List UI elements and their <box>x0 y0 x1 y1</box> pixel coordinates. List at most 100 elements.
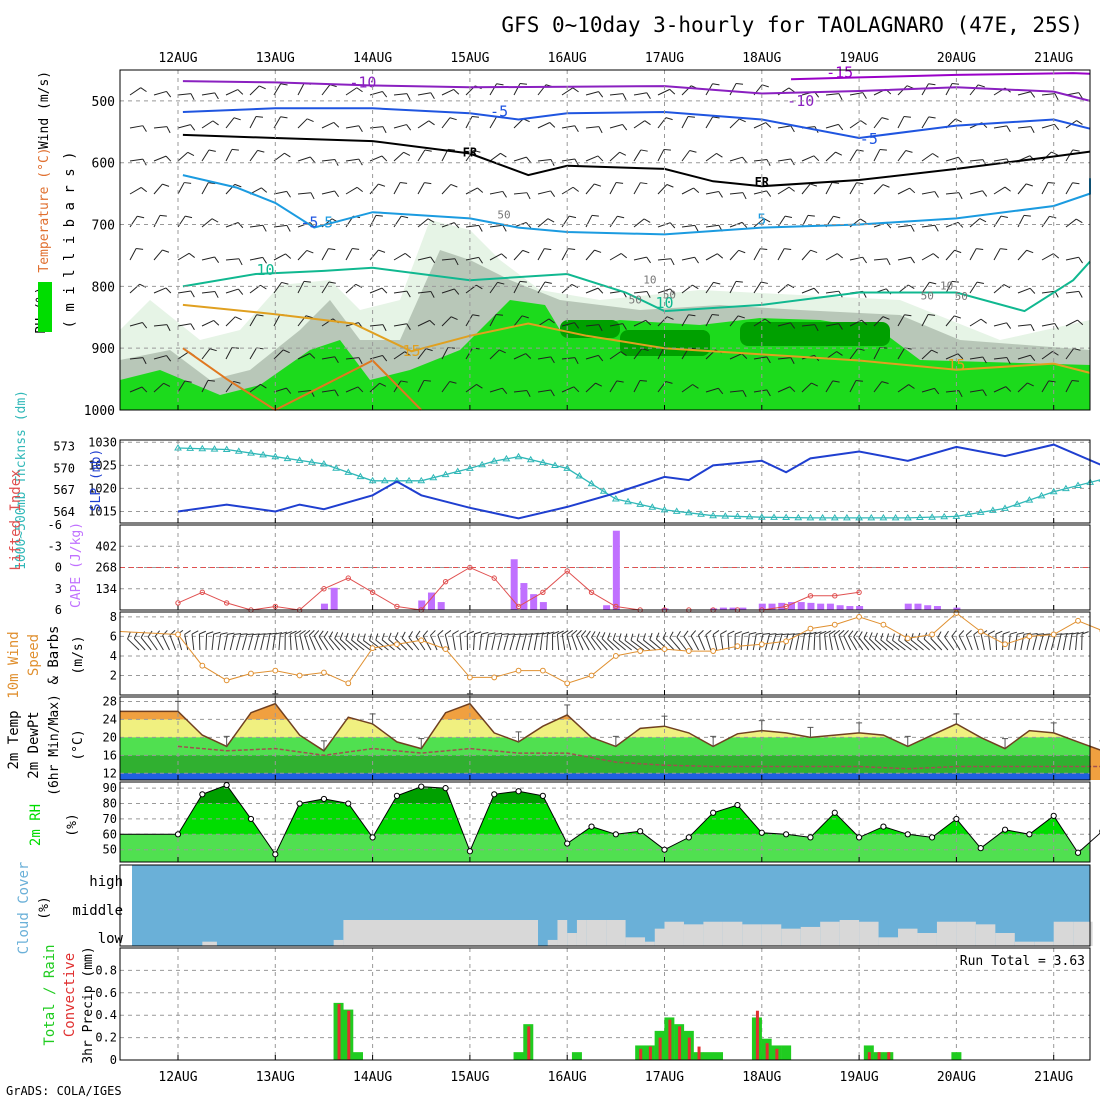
upper-wind-barb <box>1065 380 1073 393</box>
upper-wind-barb <box>249 150 258 162</box>
precip-conv-bar <box>877 1052 881 1060</box>
wind-barb-flag <box>855 379 863 382</box>
cape-bar <box>953 607 961 610</box>
wind-barb-flag <box>355 283 363 288</box>
wind-barb-flag <box>199 630 207 635</box>
upper-wind-barb <box>153 382 164 393</box>
upper-wind-barb <box>201 218 213 228</box>
upper-wind-barb <box>177 182 185 195</box>
wind-barb-flag <box>415 630 421 637</box>
wind10m-barb <box>328 637 341 651</box>
rh-marker <box>418 783 425 790</box>
upper-wind-barb <box>657 258 671 261</box>
wind-barb-flag <box>862 256 867 264</box>
temp-frame <box>119 696 1091 781</box>
low-cloud-block <box>683 924 704 946</box>
wind-barb-flag <box>550 389 555 397</box>
wind-barb-flag <box>1054 323 1059 330</box>
low-cloud-block <box>343 920 539 946</box>
upper-wind-barb <box>633 92 647 96</box>
wind-barb-flag <box>616 182 624 184</box>
upper-wind-barb <box>369 287 383 294</box>
wind-barb-flag <box>982 190 988 197</box>
wind-barb-flag <box>598 126 603 134</box>
ylabel-rh2m-unit: (%) <box>65 813 80 836</box>
upper-wind-barb <box>297 353 310 360</box>
wind-barb-flag <box>910 633 914 641</box>
precip-conv-bar <box>347 1010 351 1060</box>
isotherm-label: 5 <box>757 211 766 229</box>
wind-barb-flag <box>881 381 889 384</box>
upper-wind-barb <box>1017 91 1031 96</box>
wind-barb-flag <box>140 187 148 193</box>
rh-marker <box>977 845 984 852</box>
wind10m-barb <box>988 634 991 651</box>
upper-wind-barb <box>1041 351 1053 360</box>
upper-wind-barb <box>945 249 955 261</box>
wind-barb-flag <box>401 215 409 219</box>
thickness-marker <box>733 512 742 519</box>
wind-barb-flag <box>552 630 560 635</box>
temp-tick-label: 16 <box>103 748 117 762</box>
wind10m-barb <box>133 637 146 651</box>
top-date-label: 16AUG <box>548 51 587 66</box>
low-cloud-block <box>333 939 344 946</box>
wind-barb-flag <box>712 83 720 86</box>
upper-wind-barb <box>417 256 431 261</box>
thickness-marker <box>320 460 328 467</box>
wind10m-barb <box>618 639 632 651</box>
upper-wind-barb <box>657 316 668 327</box>
wind10m-barb <box>746 634 750 651</box>
wind10m-marker <box>783 638 790 645</box>
upper-wind-barb <box>345 87 358 96</box>
wind-barb-flag <box>784 215 793 219</box>
wind-barb-flag <box>793 633 801 635</box>
top-date-label: 17AUG <box>645 51 684 66</box>
wind-barb-flag <box>444 630 452 635</box>
wind10m-barb <box>211 634 215 651</box>
wind-barb-flag <box>388 632 392 640</box>
wind10m-marker <box>637 648 644 654</box>
upper-wind-barb <box>705 314 713 327</box>
wind-barb-flag <box>262 257 267 264</box>
wind-barb-flag <box>208 182 216 185</box>
upper-wind-barb <box>609 323 623 327</box>
wind10m-barb <box>669 637 681 651</box>
wind-barb-flag <box>1030 354 1036 362</box>
upper-wind-barb <box>849 319 862 327</box>
upper-wind-barb <box>753 159 767 162</box>
upper-wind-barb <box>1041 182 1049 195</box>
wind-barb-flag <box>762 632 770 635</box>
wind10m-marker <box>539 667 546 674</box>
upper-wind-barb <box>129 215 138 228</box>
upper-wind-barb <box>561 248 569 261</box>
upper-wind-barb <box>921 153 933 162</box>
upper-wind-barb <box>729 390 743 393</box>
wind-barb-flag <box>576 630 582 636</box>
upper-wind-barb <box>129 283 140 294</box>
upper-wind-barb <box>321 356 335 360</box>
upper-wind-barb <box>681 314 689 327</box>
wind-barb-flag <box>137 215 145 219</box>
rh-contour-label: 50 <box>663 289 676 302</box>
wind-barb-flag <box>526 192 531 200</box>
bottom-date-label: 14AUG <box>353 1070 392 1085</box>
wind10m-barb <box>299 634 304 651</box>
upper-wind-barb <box>849 256 863 261</box>
wind-barb-flag <box>294 630 302 635</box>
wind-barb-flag <box>280 631 288 635</box>
rh-shade-core <box>780 325 840 335</box>
upper-wind-barb <box>897 224 911 228</box>
upper-wind-barb <box>465 116 473 129</box>
wind-barb-flag <box>213 320 220 326</box>
wind-barb-flag <box>1072 149 1080 152</box>
upper-wind-barb <box>153 324 167 327</box>
upper-wind-barb <box>585 354 599 360</box>
wind-barb-flag <box>882 184 890 188</box>
upper-wind-barb <box>1017 215 1025 228</box>
low-cloud-block <box>1034 941 1054 946</box>
wind10m-barb <box>509 634 515 651</box>
wind-barb-flag <box>166 355 172 362</box>
wind10m-barb <box>813 633 816 651</box>
upper-wind-barb <box>393 93 407 96</box>
